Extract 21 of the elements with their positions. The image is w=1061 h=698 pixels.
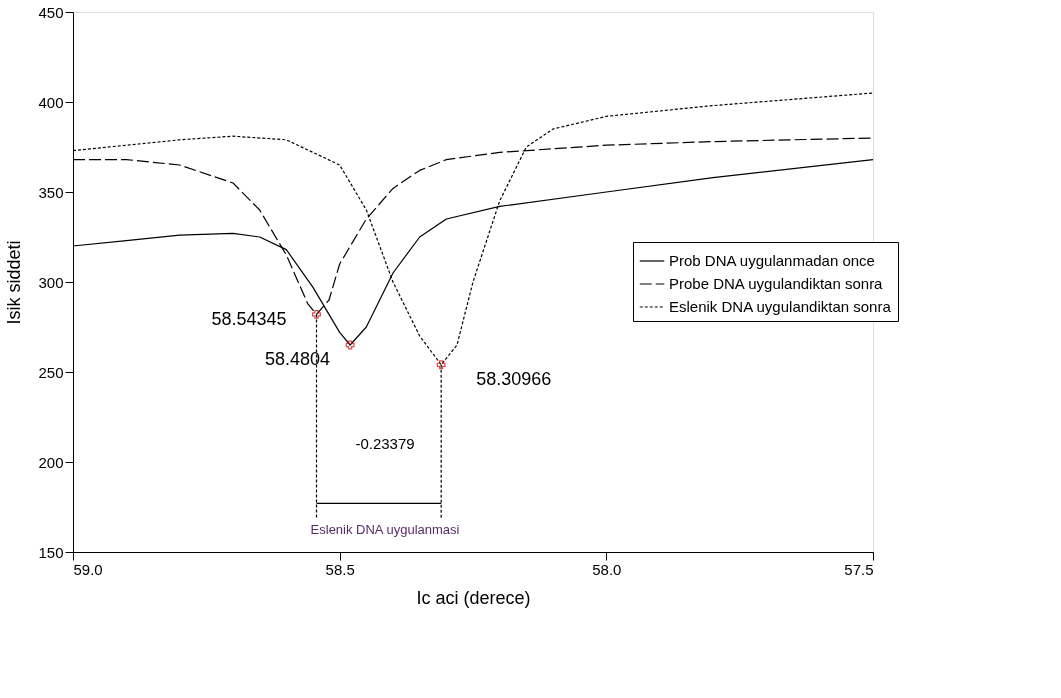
y-tick-label: 450 xyxy=(38,3,64,21)
annotation: 58.30966 xyxy=(476,368,552,389)
y-tick-label: 150 xyxy=(38,543,64,561)
x-axis-title: Ic aci (derece) xyxy=(416,587,531,608)
y-axis-title: Isik siddeti xyxy=(4,240,25,325)
y-tick-label: 250 xyxy=(38,363,64,381)
legend-label: Eslenik DNA uygulandiktan sonra xyxy=(669,298,892,315)
annotation: 58.4804 xyxy=(265,349,331,369)
x-tick-label: 58.0 xyxy=(592,560,622,578)
y-tick-label: 350 xyxy=(38,183,64,201)
legend-label: Probe DNA uygulandiktan sonra xyxy=(669,275,884,292)
annotation: 58.54345 xyxy=(211,309,287,330)
legend-label: Prob DNA uygulanmadan once xyxy=(669,252,875,269)
y-tick-label: 300 xyxy=(38,273,64,291)
y-tick-label: 200 xyxy=(38,453,64,471)
x-tick-label: 57.5 xyxy=(844,560,874,578)
x-tick-label: 59.0 xyxy=(73,560,103,578)
annotation: Eslenik DNA uygulanmasi xyxy=(310,522,460,538)
annotation: -0.23379 xyxy=(355,435,415,452)
x-tick-label: 58.5 xyxy=(325,560,355,578)
y-tick-label: 400 xyxy=(38,93,64,111)
